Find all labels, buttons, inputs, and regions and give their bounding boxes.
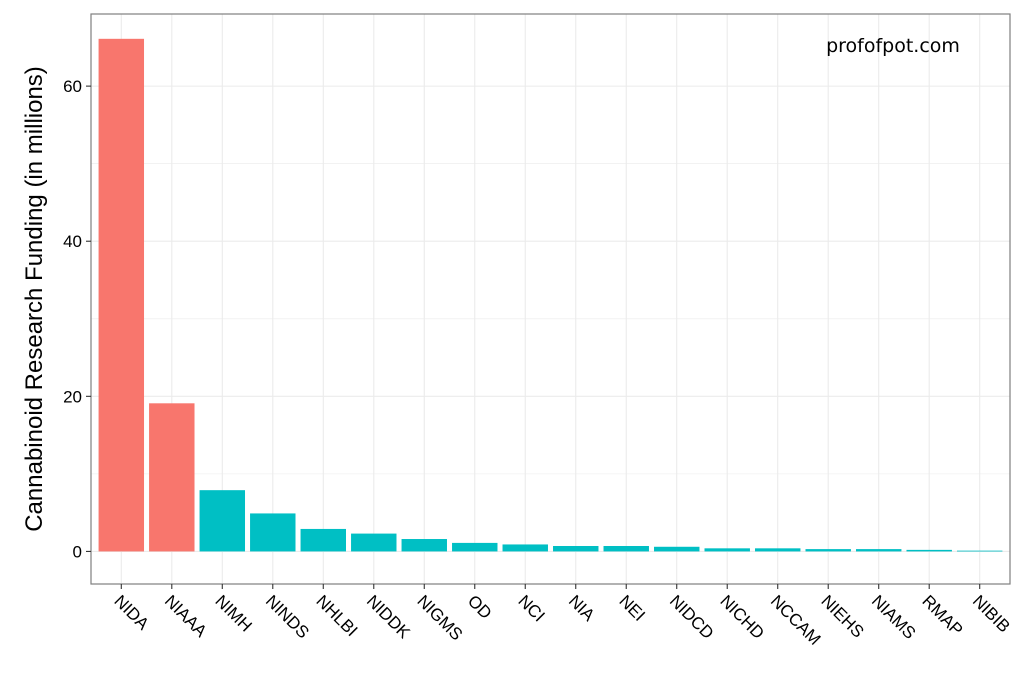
panel-border (90, 13, 1011, 585)
y-tick-label: 0 (73, 542, 82, 561)
x-tick-label: NIBIB (969, 591, 1014, 636)
bar-od (452, 542, 498, 552)
bar-nia (553, 546, 599, 552)
bar-niams (855, 549, 902, 552)
bar-nimh (199, 490, 246, 552)
y-axis-title: Cannabinoid Research Funding (in million… (21, 66, 48, 532)
gridlines (91, 14, 1010, 584)
bar-nibib (956, 550, 1003, 552)
bar-niehs (805, 549, 851, 552)
y-axis: 0 20 40 60 (63, 77, 91, 561)
x-tick-label: RMAP (918, 591, 966, 639)
x-tick-label: NIAAA (161, 591, 211, 641)
x-tick-label: NICHD (716, 591, 768, 643)
bar-nhlbi (300, 528, 346, 552)
bar-nida (98, 38, 145, 552)
bar-niaaa (149, 403, 195, 552)
x-tick-label: NHLBI (312, 591, 361, 640)
bar-nci (502, 544, 548, 552)
x-tick-label: NIEHS (817, 591, 867, 641)
x-tick-label: OD (464, 591, 495, 622)
x-tick-label: NIDA (110, 591, 153, 634)
bar-niddk (351, 533, 397, 552)
x-tick-label: NCI (514, 591, 548, 625)
x-tick-label: NEI (615, 591, 648, 624)
bar-nccam (755, 548, 801, 552)
x-tick-label: NINDS (262, 591, 313, 642)
bar-ninds (250, 513, 296, 552)
bar-nei (603, 546, 649, 552)
watermark-annotation: profofpot.com (826, 35, 960, 57)
x-tick-label: NCCAM (767, 591, 825, 649)
x-tick-label: NIDDK (363, 591, 414, 642)
bar-nigms (401, 539, 447, 552)
x-tick-label: NIMH (211, 591, 255, 635)
x-tick-label: NIGMS (413, 591, 466, 644)
panel-background (91, 14, 1010, 584)
bar-nidcd (654, 546, 700, 552)
bars (98, 38, 1003, 552)
y-tick-label: 40 (63, 232, 82, 251)
y-tick-label: 60 (63, 77, 82, 96)
x-tick-label: NIA (565, 591, 599, 625)
y-tick-label: 20 (63, 387, 82, 406)
bar-nichd (704, 548, 750, 552)
x-tick-label: NIAMS (868, 591, 920, 643)
bar-rmap (906, 549, 952, 552)
x-tick-label: NIDCD (666, 591, 718, 643)
